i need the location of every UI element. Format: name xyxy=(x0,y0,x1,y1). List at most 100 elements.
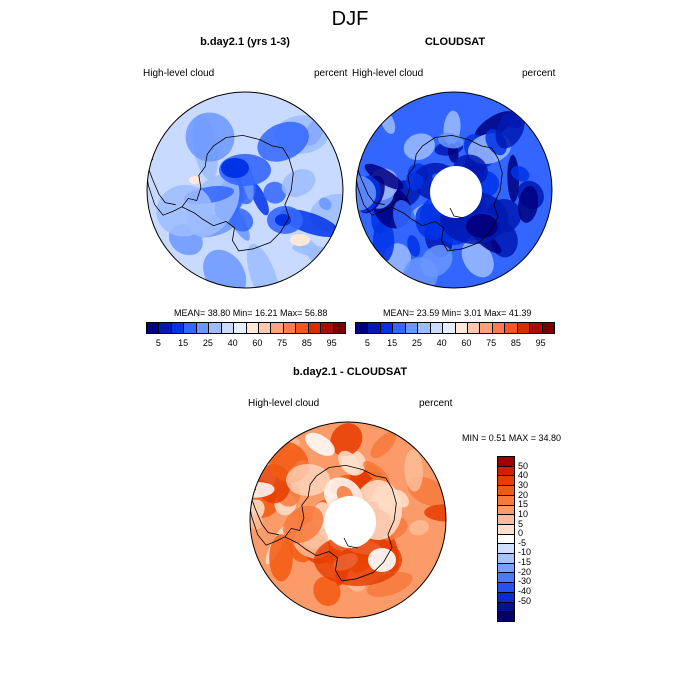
colorbar-swatch xyxy=(491,323,505,333)
colorbar-swatch xyxy=(498,562,514,573)
colorbar-swatch xyxy=(320,323,333,333)
colorbar-tick-label: -15 xyxy=(518,557,532,568)
colorbar-swatch xyxy=(183,323,196,333)
panel2-colorbar-ticks: 5 15 25 40 60 75 85 95 xyxy=(355,338,553,350)
colorbar-tick-label: -10 xyxy=(518,547,532,558)
colorbar-tick-label: 15 xyxy=(518,499,529,510)
colorbar-tick-label: 20 xyxy=(518,489,529,500)
colorbar-tick-label: -30 xyxy=(518,576,532,587)
colorbar-swatch xyxy=(417,323,430,333)
colorbar-tick-label: 5 xyxy=(155,338,161,348)
panel1-variable-label: High-level cloud xyxy=(143,68,215,79)
colorbar-tick-label: 25 xyxy=(411,338,422,348)
colorbar-tick-label: 50 xyxy=(518,460,529,471)
colorbar-swatch xyxy=(282,323,296,333)
colorbar-swatch xyxy=(356,323,368,333)
colorbar-swatch xyxy=(454,323,467,333)
colorbar-swatch xyxy=(498,572,514,583)
colorbar-tick-label: 95 xyxy=(326,338,337,348)
colorbar-swatch xyxy=(498,504,514,515)
colorbar-swatch xyxy=(498,475,514,486)
panel1-units-label: percent xyxy=(314,68,348,79)
colorbar-swatch xyxy=(257,323,271,333)
colorbar-tick-label: 5 xyxy=(518,518,524,529)
colorbar-swatch xyxy=(147,323,159,333)
colorbar-tick-label: 85 xyxy=(301,338,312,348)
colorbar-swatch xyxy=(498,543,514,554)
colorbar-swatch xyxy=(195,323,209,333)
colorbar-tick-label: 15 xyxy=(178,338,189,348)
panel3-title: b.day2.1 - CLOUDSAT xyxy=(292,366,408,378)
colorbar-tick-label: 75 xyxy=(486,338,497,348)
colorbar-swatch xyxy=(466,323,480,333)
colorbar-tick-label: 30 xyxy=(518,479,529,490)
colorbar-swatch xyxy=(541,323,554,333)
colorbar-swatch xyxy=(245,323,258,333)
colorbar-tick-label: 60 xyxy=(252,338,263,348)
colorbar-tick-label: 75 xyxy=(277,338,288,348)
panel1-colorbar xyxy=(146,322,346,334)
colorbar-swatch xyxy=(379,323,393,333)
colorbar-swatch xyxy=(498,523,514,534)
panel3-polar-map xyxy=(249,421,447,619)
colorbar-tick-label: 10 xyxy=(518,508,529,519)
colorbar-tick-label: 5 xyxy=(364,338,370,348)
colorbar-swatch xyxy=(170,323,184,333)
colorbar-swatch xyxy=(307,323,321,333)
colorbar-swatch xyxy=(220,323,234,333)
colorbar-swatch xyxy=(498,553,514,563)
panel3-colorbar-ticks: 50 40 30 20 15 10 5 0 -5 -10 -15 -20 -30 -40 -50 xyxy=(518,456,548,620)
colorbar-tick-label: 60 xyxy=(461,338,472,348)
panel2-stats: MEAN= 23.59 Min= 3.01 Max= 41.39 xyxy=(383,308,532,318)
colorbar-swatch xyxy=(498,611,514,621)
colorbar-tick-label: 25 xyxy=(202,338,213,348)
colorbar-tick-label: 40 xyxy=(436,338,447,348)
colorbar-swatch xyxy=(270,323,283,333)
colorbar-swatch xyxy=(529,323,542,333)
colorbar-swatch xyxy=(498,591,514,602)
colorbar-swatch xyxy=(208,323,221,333)
panel2-colorbar xyxy=(355,322,555,334)
panel2-title: CLOUDSAT xyxy=(424,36,486,48)
colorbar-tick-label: -50 xyxy=(518,595,532,606)
colorbar-swatch xyxy=(404,323,418,333)
colorbar-swatch xyxy=(498,465,514,476)
colorbar-swatch xyxy=(158,323,171,333)
figure-title: DJF xyxy=(331,8,369,30)
colorbar-tick-label: -5 xyxy=(518,537,527,548)
colorbar-swatch xyxy=(516,323,530,333)
colorbar-swatch xyxy=(233,323,246,333)
colorbar-swatch xyxy=(498,601,514,612)
colorbar-swatch xyxy=(479,323,492,333)
panel2-variable-label: High-level cloud xyxy=(352,68,424,79)
colorbar-swatch xyxy=(498,485,514,495)
colorbar-swatch xyxy=(442,323,455,333)
panel1-stats: MEAN= 38.80 Min= 16.21 Max= 56.88 xyxy=(174,308,328,318)
colorbar-swatch xyxy=(498,582,514,592)
colorbar-swatch xyxy=(295,323,308,333)
colorbar-swatch xyxy=(504,323,517,333)
panel1-title: b.day2.1 (yrs 1-3) xyxy=(200,36,290,48)
colorbar-tick-label: -40 xyxy=(518,586,532,597)
colorbar-tick-label: -20 xyxy=(518,566,532,577)
colorbar-tick-label: 0 xyxy=(518,528,524,539)
colorbar-swatch xyxy=(498,494,514,505)
colorbar-swatch xyxy=(498,514,514,524)
panel3-variable-label: High-level cloud xyxy=(248,398,320,409)
panel1-colorbar-ticks: 5 15 25 40 60 75 85 95 xyxy=(146,338,344,350)
panel3-stats: MIN = 0.51 MAX = 34.80 xyxy=(462,433,562,443)
panel2-units-label: percent xyxy=(522,68,556,79)
panel3-units-label: percent xyxy=(419,398,453,409)
panel2-polar-map xyxy=(355,91,553,289)
colorbar-tick-label: 95 xyxy=(535,338,546,348)
panel1-polar-map xyxy=(146,91,344,289)
colorbar-swatch xyxy=(498,533,514,544)
colorbar-swatch xyxy=(498,457,514,466)
colorbar-swatch xyxy=(332,323,345,333)
colorbar-swatch xyxy=(429,323,443,333)
colorbar-tick-label: 15 xyxy=(387,338,398,348)
colorbar-tick-label: 40 xyxy=(518,470,529,481)
panel3-colorbar xyxy=(497,456,515,622)
colorbar-tick-label: 40 xyxy=(227,338,238,348)
colorbar-tick-label: 85 xyxy=(510,338,521,348)
